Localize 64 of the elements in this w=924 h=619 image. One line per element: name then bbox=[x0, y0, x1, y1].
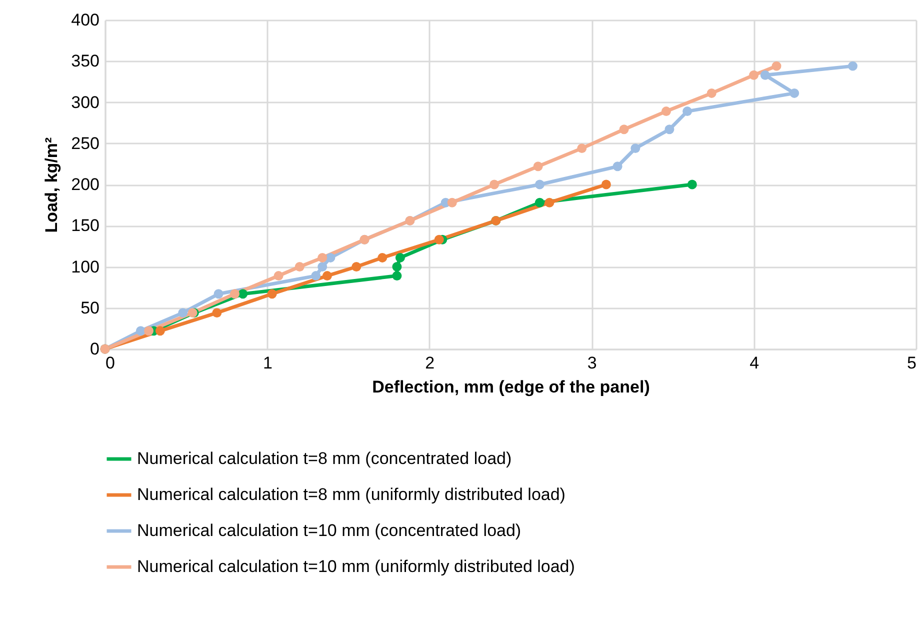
point bbox=[155, 326, 165, 336]
y-tick-label: 250 bbox=[71, 134, 100, 153]
point bbox=[664, 124, 674, 134]
y-tick-label: 100 bbox=[71, 257, 100, 276]
y-tick-label: 150 bbox=[71, 216, 100, 236]
point bbox=[490, 180, 500, 190]
legend-label: Numerical calculation t=10 mm (uniformly distributed load) bbox=[137, 557, 575, 576]
point bbox=[772, 61, 782, 71]
point bbox=[136, 326, 146, 336]
y-tick-label: 50 bbox=[80, 298, 100, 318]
point bbox=[238, 289, 248, 299]
point bbox=[544, 198, 554, 208]
x-axis-title: Deflection, mm (edge of the panel) bbox=[372, 378, 650, 396]
legend-label: Numerical calculation t=10 mm (concentrated load) bbox=[137, 521, 522, 540]
point bbox=[434, 234, 444, 244]
point bbox=[144, 326, 154, 336]
point bbox=[392, 271, 402, 281]
point bbox=[749, 70, 759, 80]
point bbox=[326, 252, 336, 262]
point bbox=[447, 198, 457, 208]
x-tick-label: 1 bbox=[262, 354, 272, 372]
point bbox=[687, 180, 697, 190]
point bbox=[178, 308, 188, 318]
point bbox=[682, 106, 692, 116]
point bbox=[601, 180, 611, 190]
legend-label: Numerical calculation t=8 mm (concentrated load) bbox=[137, 449, 512, 468]
x-tick-label: 2 bbox=[425, 354, 435, 372]
point bbox=[577, 144, 587, 154]
y-tick-label: 300 bbox=[71, 92, 100, 112]
point bbox=[352, 262, 362, 272]
point bbox=[378, 252, 388, 262]
point bbox=[395, 252, 405, 262]
point bbox=[294, 262, 304, 272]
point bbox=[619, 124, 629, 134]
point bbox=[534, 180, 544, 190]
point bbox=[230, 289, 240, 299]
point bbox=[311, 271, 321, 281]
point bbox=[267, 289, 277, 299]
point bbox=[760, 70, 770, 80]
point bbox=[848, 61, 858, 71]
x-tick-label: 0 bbox=[106, 354, 115, 372]
y-tick-label: 400 bbox=[71, 10, 100, 30]
point bbox=[661, 106, 671, 116]
point bbox=[212, 308, 222, 318]
x-tick-label: 5 bbox=[907, 354, 916, 372]
y-tick-label: 200 bbox=[71, 175, 100, 194]
y-tick-label: 350 bbox=[71, 52, 100, 71]
point bbox=[534, 198, 544, 208]
point bbox=[318, 252, 328, 262]
y-tick-label: 0 bbox=[90, 340, 100, 358]
x-tick-label: 4 bbox=[750, 354, 760, 372]
x-tick-label: 3 bbox=[587, 354, 597, 372]
point bbox=[214, 289, 224, 299]
point bbox=[274, 271, 284, 281]
point bbox=[790, 88, 800, 98]
y-axis-title: Load, kg/m² bbox=[42, 136, 62, 233]
point bbox=[322, 271, 332, 281]
point bbox=[612, 162, 622, 172]
point bbox=[630, 144, 640, 154]
point bbox=[706, 88, 716, 98]
point bbox=[318, 262, 328, 272]
point bbox=[392, 262, 402, 272]
legend-label: Numerical calculation t=8 mm (uniformly distributed load) bbox=[137, 485, 566, 504]
point bbox=[533, 162, 543, 172]
